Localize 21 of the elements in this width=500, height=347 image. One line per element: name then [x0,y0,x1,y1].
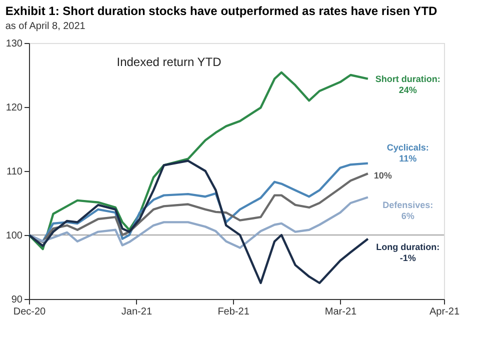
y-tick-label: 120 [6,102,23,114]
series-label: Defensives: 6% [382,200,434,222]
line-series [28,160,370,284]
x-tick-label: Apr-21 [429,306,460,318]
series-label: Short duration: 24% [375,74,440,95]
annotation: 10% [374,170,392,181]
line-series [28,196,370,249]
chart-title: Exhibit 1: Short duration stocks have outperformed as rates have risen YTD [5,4,438,18]
y-tick-label: 130 [6,38,23,50]
chart-subtitle: as of April 8, 2021 [5,21,86,32]
x-tick-label: Mar-21 [324,306,358,318]
x-tick-label: Jan-21 [121,306,152,318]
y-tick-label: 90 [11,294,23,306]
y-tick-label: 100 [6,230,23,242]
x-tick-label: Feb-21 [218,306,250,318]
line-series [28,71,370,250]
annotation: Indexed return YTD [116,55,222,69]
x-tick-label: Dec-20 [13,306,46,318]
series-label: Long duration: -1% [376,242,440,263]
y-tick-label: 110 [6,166,23,178]
text: Cyclicals: 11% [386,142,429,164]
